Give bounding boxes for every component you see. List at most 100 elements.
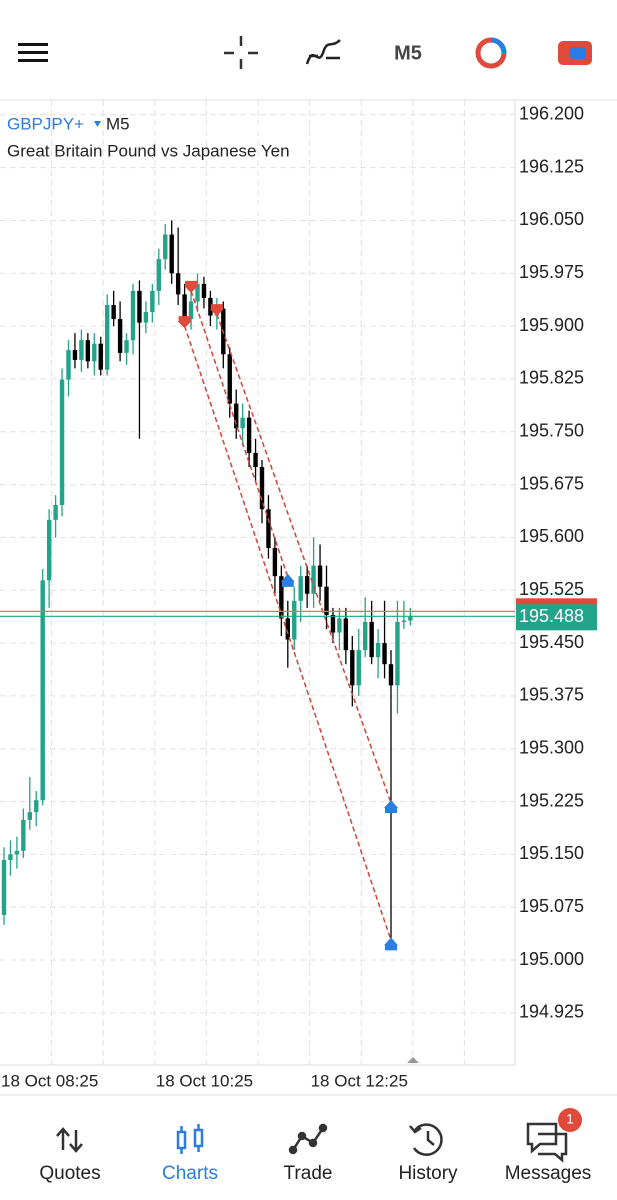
candle-body <box>85 340 91 362</box>
candle-body <box>311 565 316 594</box>
candle-body <box>369 621 374 658</box>
candle-body <box>175 273 181 295</box>
symbol-dropdown[interactable] <box>94 121 101 127</box>
y-tick-label: 195.975 <box>519 262 584 282</box>
candle-body <box>34 800 39 813</box>
nav-label[interactable]: Trade <box>284 1163 333 1184</box>
bottom-nav: 1 Quotes Charts Trade History Messages <box>39 1108 592 1184</box>
y-tick-label: 196.200 <box>519 104 584 124</box>
candle-body <box>408 616 413 621</box>
candle-body <box>130 290 136 341</box>
candle-body <box>363 621 368 651</box>
candle-body <box>285 618 290 640</box>
y-tick-label: 195.375 <box>519 685 584 705</box>
candle-body <box>124 340 129 353</box>
trade-line <box>190 290 289 578</box>
candle-body <box>195 283 200 302</box>
y-tick-label: 195.150 <box>519 843 584 863</box>
y-tick-label: 195.675 <box>519 473 584 493</box>
candle-body <box>201 283 207 298</box>
candle-body <box>79 340 84 360</box>
y-tick-label: 195.900 <box>519 315 584 335</box>
candle-body <box>401 620 407 622</box>
candle-body <box>266 509 271 548</box>
y-tick-label: 195.825 <box>519 368 584 388</box>
candle-body <box>324 586 329 615</box>
candle-body <box>395 621 400 686</box>
candle-body <box>156 259 161 291</box>
charts-icon <box>176 1124 204 1154</box>
candle-body <box>8 854 13 861</box>
crosshair-button[interactable] <box>224 36 258 69</box>
trading-button[interactable] <box>475 37 507 69</box>
shift-marker <box>407 1057 419 1063</box>
candle-body <box>53 505 58 520</box>
candle-body <box>304 576 310 594</box>
chart-title: Great Britain Pound vs Japanese Yen <box>7 141 290 160</box>
trade-line <box>216 313 392 804</box>
chart-timeframe: M5 <box>106 114 130 133</box>
sell-arrow <box>177 316 192 329</box>
candle-body <box>330 614 336 633</box>
candle-body <box>298 576 303 601</box>
candle-body <box>382 643 387 665</box>
bid-price-label: 195.488 <box>519 606 584 626</box>
quotes-icon <box>56 1127 83 1153</box>
candle-body <box>188 301 194 320</box>
y-tick-label: 195.300 <box>519 737 584 757</box>
ask-flag <box>516 598 597 607</box>
y-tick-label: 195.075 <box>519 896 584 916</box>
candle-body <box>227 354 232 404</box>
timeframe-button[interactable]: M5 <box>394 42 422 64</box>
candle-body <box>259 466 265 510</box>
candle-body <box>46 519 52 581</box>
badge <box>558 1108 582 1132</box>
chart: 196.200 196.125 196.050 195.975 195.900 195.8… <box>0 100 597 1090</box>
one-click-button[interactable] <box>558 41 592 65</box>
candle-body <box>117 319 123 353</box>
indicators-button[interactable] <box>305 39 341 65</box>
candle-body <box>163 234 168 260</box>
candle-body <box>72 350 78 360</box>
y-tick-label: 195.750 <box>519 421 584 441</box>
y-tick-label: 195.450 <box>519 632 584 652</box>
candle-body <box>1 860 7 915</box>
bid-flag <box>516 604 597 631</box>
candle-body <box>105 304 110 370</box>
history-icon <box>409 1123 443 1156</box>
candle-body <box>337 618 342 633</box>
candle-body <box>40 580 45 801</box>
y-tick-label: 195.525 <box>519 579 584 599</box>
candle-body <box>98 343 103 370</box>
candle-body <box>317 565 323 587</box>
sell-arrow <box>184 280 199 293</box>
candle-body <box>356 650 361 686</box>
candle-body <box>375 643 381 658</box>
nav-label[interactable]: History <box>398 1163 458 1184</box>
candle-body <box>92 343 97 362</box>
x-tick-label: 18 Oct 12:25 <box>311 1071 408 1090</box>
x-tick-label: 18 Oct 10:25 <box>156 1071 253 1090</box>
trade-icon <box>288 1123 328 1155</box>
menu-button[interactable] <box>18 43 48 62</box>
candle-body <box>59 379 65 506</box>
candle-body <box>27 812 32 820</box>
y-tick-label: 195.600 <box>519 526 584 546</box>
nav-label[interactable]: Messages <box>505 1163 592 1184</box>
messages-icon <box>526 1122 568 1163</box>
x-tick-label: 18 Oct 08:25 <box>1 1071 98 1090</box>
candle-body <box>143 312 149 323</box>
nav-label[interactable]: Charts <box>162 1163 218 1184</box>
candle-body <box>150 290 155 313</box>
candle-body <box>253 452 258 467</box>
y-tick-label: 194.925 <box>519 1002 584 1022</box>
trade-line <box>183 325 392 941</box>
candle-body <box>21 819 26 851</box>
candle-body <box>14 850 20 855</box>
buy-arrow <box>384 799 398 813</box>
buy-arrow <box>384 937 398 951</box>
nav-label[interactable]: Quotes <box>39 1163 100 1184</box>
candle-body <box>169 234 174 274</box>
symbol[interactable]: GBPJPY+ <box>7 114 84 133</box>
badge-count: 1 <box>566 1111 574 1127</box>
